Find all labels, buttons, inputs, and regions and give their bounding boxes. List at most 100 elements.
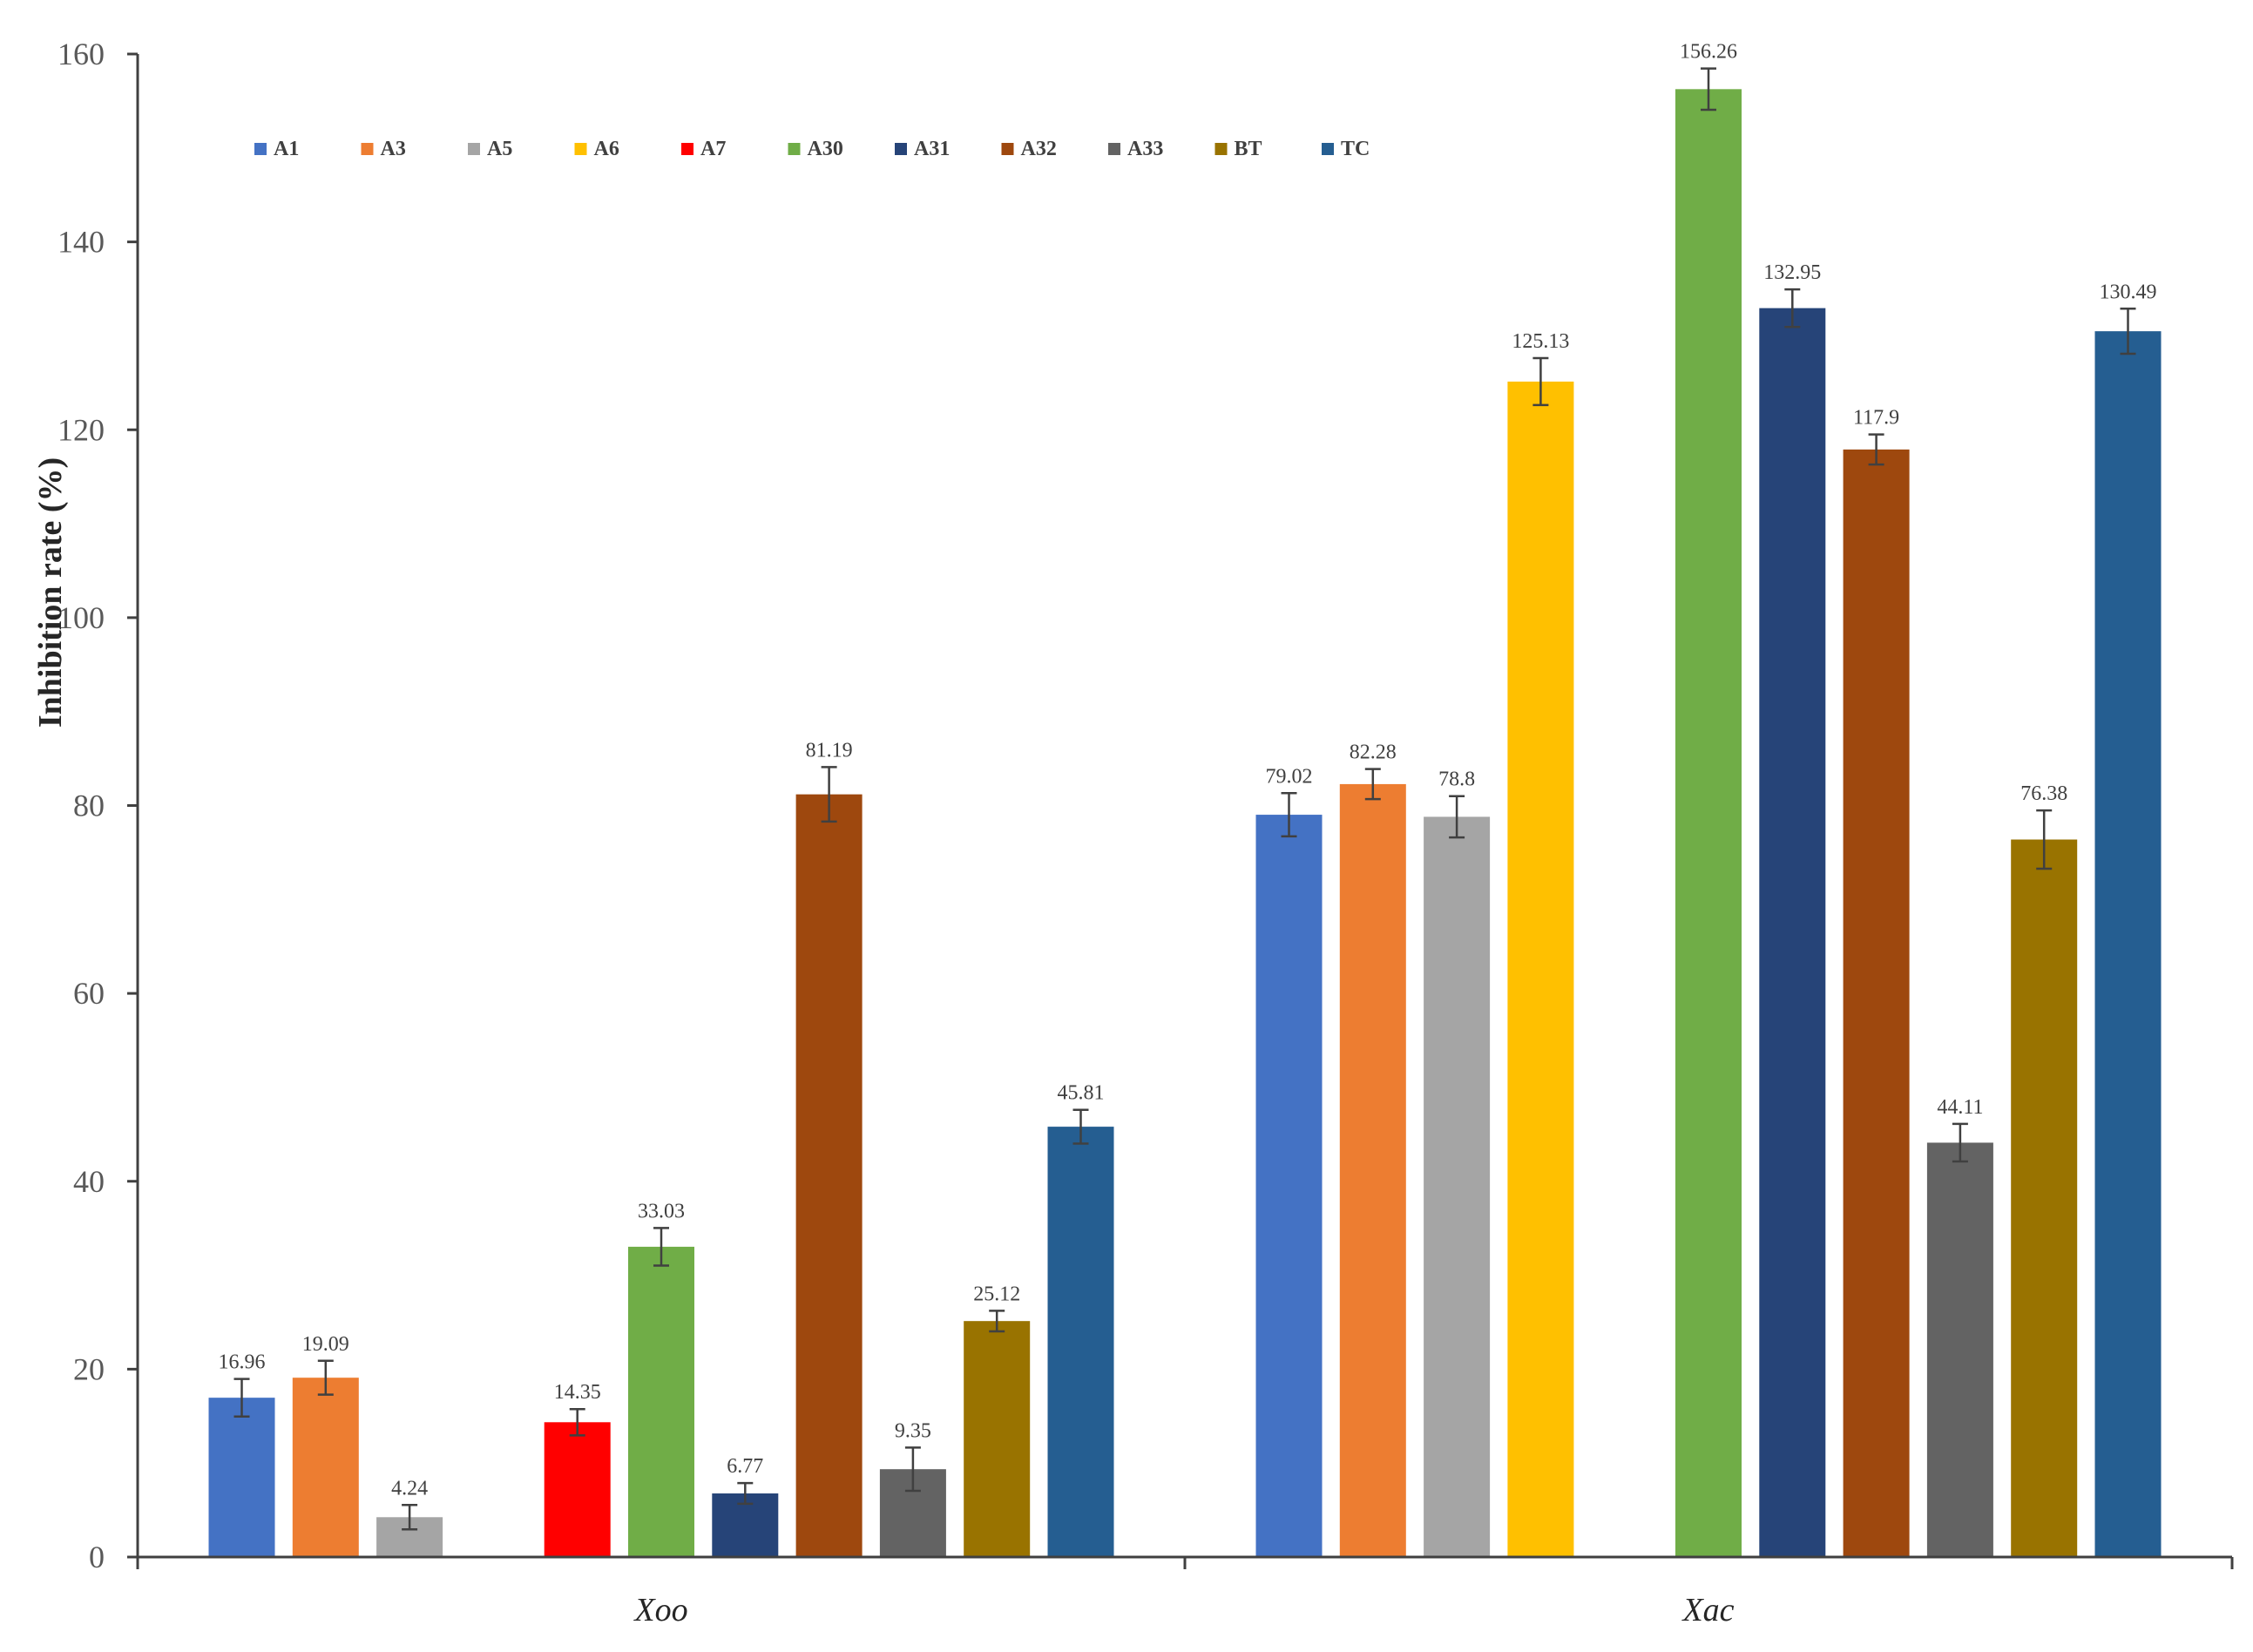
data-label-a31-xac: 132.95 [1763,261,1821,284]
legend-label: A7 [700,138,726,160]
error-bar-a6-xac [1532,356,1549,407]
y-tick-label: 20 [73,1351,105,1386]
legend-item-a31: A31 [895,138,950,160]
error-bar-a3-xoo [317,1359,334,1396]
y-axis: 0 20 40 60 80 100 120 140 160 [58,37,139,1574]
bar-tc-xac [2094,331,2162,1558]
y-tick-label: 160 [58,37,105,71]
bar-tc-xoo [1047,1127,1114,1557]
bar-a32-xoo [795,794,863,1557]
error-bar-a33-xac [1952,1122,1968,1163]
data-label-tc-xoo: 45.81 [1058,1082,1105,1105]
bar-bt-xoo [964,1321,1031,1557]
legend-swatch [788,143,801,155]
legend-item-a3: A3 [361,138,406,160]
legend-item-a7: A7 [681,138,726,160]
data-label-a1-xoo: 16.96 [219,1351,266,1374]
bar-a1-xac [1255,815,1323,1557]
error-bar-a33-xoo [904,1446,921,1493]
data-label-a5-xoo: 4.24 [391,1477,428,1500]
error-bar-bt-xac [2036,809,2053,870]
legend-swatch [895,143,907,155]
legend-label: A5 [487,138,512,160]
y-tick-label: 0 [89,1540,105,1574]
error-bar-a5-xac [1449,795,1465,839]
legend-label: A6 [594,138,619,160]
legend-swatch [468,143,480,155]
legend-label: A31 [914,138,950,160]
data-label-a6-xac: 125.13 [1512,330,1569,353]
y-tick-label: 40 [73,1164,105,1199]
data-labels: 16.96 19.09 4.24 14.35 33.03 6.77 81.19 9.35 25.… [219,41,2157,1500]
x-category-label-xac: Xac [1681,1592,1734,1628]
error-bar-tc-xac [2120,308,2136,355]
data-label-bt-xac: 76.38 [2020,782,2067,805]
bar-a1-xoo [208,1398,275,1557]
x-axis: Xoo Xac [136,1555,2234,1628]
error-bar-a32-xac [1868,433,1884,466]
legend-label: A30 [808,138,843,160]
bar-a30-xac [1675,89,1742,1557]
legend-swatch [574,143,587,155]
y-tick-label: 120 [58,412,105,447]
legend-item-a6: A6 [574,138,619,160]
error-bar-a1-xoo [233,1378,250,1418]
legend: A1 A3 A5 A6 A7 A30 A31 A32 A33 BT TC [254,138,1370,160]
legend-label: TC [1341,138,1370,160]
data-label-a3-xoo: 19.09 [302,1333,349,1356]
legend-swatch [1001,143,1014,155]
legend-label: BT [1235,138,1262,160]
legend-swatch [1322,143,1334,155]
error-bar-tc-xoo [1072,1108,1089,1145]
data-label-a30-xoo: 33.03 [638,1200,685,1222]
bar-a5-xac [1424,816,1491,1557]
data-label-a33-xoo: 9.35 [895,1419,931,1442]
legend-label: A1 [274,138,299,160]
y-tick-label: 100 [58,600,105,635]
legend-label: A33 [1127,138,1163,160]
y-tick-label: 60 [73,976,105,1011]
legend-item-a30: A30 [788,138,843,160]
error-bar-a30-xoo [653,1227,669,1267]
legend-swatch [1108,143,1120,155]
data-label-a33-xac: 44.11 [1937,1096,1983,1119]
y-axis-title: Inhibition rate (%) [32,457,69,728]
legend-swatch [1214,143,1228,155]
error-bar-a1-xac [1281,792,1297,838]
legend-item-tc: TC [1322,138,1370,160]
data-label-a1-xac: 79.02 [1266,765,1313,788]
bar-a7-xoo [544,1422,611,1557]
data-label-a3-xac: 82.28 [1350,741,1397,764]
legend-swatch [254,143,267,155]
error-bar-a32-xoo [821,766,837,823]
data-label-a32-xoo: 81.19 [806,739,853,762]
legend-item-a5: A5 [468,138,512,160]
data-label-a32-xac: 117.9 [1853,407,1899,430]
data-label-a5-xac: 78.8 [1438,768,1475,791]
data-label-a31-xoo: 6.77 [727,1455,763,1478]
legend-label: A32 [1021,138,1057,160]
error-bars [233,67,2136,1531]
bar-a3-xac [1339,783,1406,1557]
y-tick-label: 80 [73,789,105,823]
error-bar-a30-xac [1701,67,1716,112]
data-label-tc-xac: 130.49 [2100,281,2157,303]
bar-a3-xoo [292,1378,359,1557]
bar-a32-xac [1843,449,1910,1557]
bar-a31-xac [1759,308,1826,1557]
bar-a33-xac [1926,1142,1993,1557]
error-bar-a31-xoo [737,1481,754,1506]
error-bar-bt-xoo [989,1310,1005,1333]
error-bar-a3-xac [1364,768,1381,801]
data-label-a30-xac: 156.26 [1680,41,1737,64]
x-category-label-xoo: Xoo [633,1592,687,1628]
legend-item-a33: A33 [1108,138,1163,160]
error-bar-a7-xoo [569,1407,585,1437]
y-tick-label: 140 [58,225,105,260]
legend-swatch [681,143,693,155]
bar-a30-xoo [628,1246,694,1557]
legend-item-bt: BT [1214,138,1262,160]
legend-item-a32: A32 [1001,138,1057,160]
legend-label: A3 [381,138,406,160]
